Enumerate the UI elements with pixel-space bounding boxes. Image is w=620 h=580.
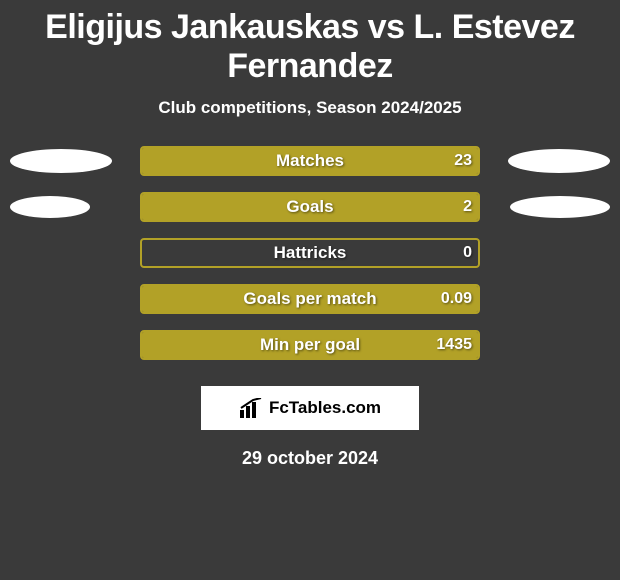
stat-value-right: 0 — [463, 244, 472, 262]
site-logo[interactable]: FcTables.com — [201, 386, 419, 430]
stat-value-right: 1435 — [436, 336, 472, 354]
page-title: Eligijus Jankauskas vs L. Estevez Fernan… — [0, 0, 620, 90]
stat-value-right: 0.09 — [441, 290, 472, 308]
stat-row: Hattricks 0 — [0, 230, 620, 276]
logo-row: FcTables.com — [0, 368, 620, 442]
stat-bar-track: Goals 2 — [140, 192, 480, 222]
stat-label: Min per goal — [260, 335, 360, 355]
stat-label: Goals per match — [243, 289, 376, 309]
stats-area: Matches 23 Goals 2 Hattricks 0 Goals per match… — [0, 138, 620, 368]
stat-bar-track: Hattricks 0 — [140, 238, 480, 268]
stat-value-right: 2 — [463, 198, 472, 216]
stat-bar-track: Min per goal 1435 — [140, 330, 480, 360]
chart-icon — [239, 398, 263, 418]
stat-bar-track: Goals per match 0.09 — [140, 284, 480, 314]
comparison-card: Eligijus Jankauskas vs L. Estevez Fernan… — [0, 0, 620, 475]
subtitle: Club competitions, Season 2024/2025 — [0, 90, 620, 138]
stat-value-right: 23 — [454, 152, 472, 170]
stat-row: Min per goal 1435 — [0, 322, 620, 368]
stat-row: Goals 2 — [0, 184, 620, 230]
player-marker-right — [510, 196, 610, 218]
stat-label: Matches — [276, 151, 344, 171]
player-marker-left — [10, 196, 90, 218]
stat-row: Matches 23 — [0, 138, 620, 184]
player-marker-left — [10, 149, 112, 173]
stat-bar-track: Matches 23 — [140, 146, 480, 176]
player-marker-right — [508, 149, 610, 173]
stat-label: Hattricks — [274, 243, 347, 263]
date-label: 29 october 2024 — [0, 442, 620, 475]
logo-text: FcTables.com — [269, 398, 381, 418]
stat-row: Goals per match 0.09 — [0, 276, 620, 322]
stat-label: Goals — [286, 197, 333, 217]
